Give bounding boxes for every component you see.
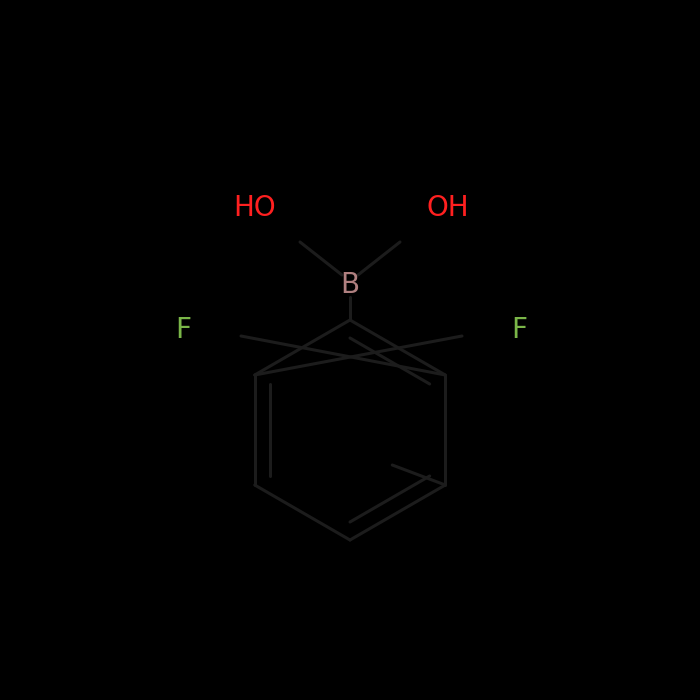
Text: F: F xyxy=(175,316,191,344)
Text: F: F xyxy=(511,316,527,344)
Text: B: B xyxy=(340,271,360,299)
Text: OH: OH xyxy=(427,194,469,222)
Text: HO: HO xyxy=(234,194,276,222)
